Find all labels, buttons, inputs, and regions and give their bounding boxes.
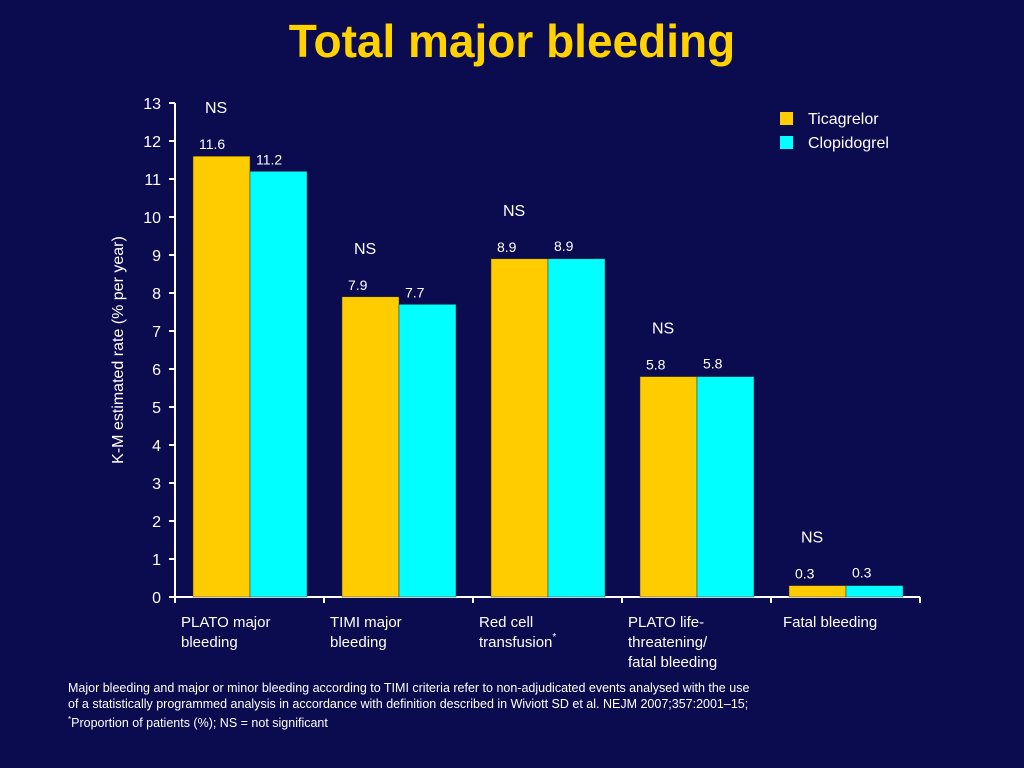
ns-label: NS (503, 203, 525, 220)
footnote-line-2: of a statistically programmed analysis i… (68, 697, 749, 711)
bar-clopidogrel-5 (845, 585, 904, 598)
footnote-line-1: Major bleeding and major or minor bleedi… (68, 681, 750, 695)
data-label: 11.6 (199, 136, 225, 152)
bar-ticagrelor-3 (490, 258, 549, 598)
category-label-superscript: * (552, 632, 556, 643)
bar-clopidogrel-3 (547, 258, 606, 598)
y-tick-label: 5 (152, 400, 161, 417)
y-tick-label: 6 (152, 362, 161, 379)
category-label-line: threatening/ (628, 634, 708, 651)
category-label: PLATO major bleeding (181, 614, 270, 651)
footnote-line-3-text: Proportion of patients (%); NS = not sig… (71, 716, 328, 731)
category-label-line: fatal bleeding (628, 654, 717, 671)
bar-ticagrelor-5 (788, 585, 847, 598)
category-label-line: bleeding (330, 634, 387, 651)
data-label: 7.9 (348, 277, 368, 293)
category-label-line: Fatal bleeding (783, 614, 877, 631)
chart-title: Total major bleeding (288, 15, 736, 67)
data-label: 8.9 (554, 238, 574, 254)
y-tick-label: 0 (152, 590, 161, 607)
y-tick-label: 1 (152, 552, 161, 569)
category-label-line: TIMI major (330, 614, 402, 631)
category-label: PLATO life-threatening/fatal bleeding (628, 614, 717, 671)
category-label-line: bleeding (181, 634, 238, 651)
legend-swatch-ticagrelor (780, 112, 793, 125)
bar-ticagrelor-1 (192, 155, 251, 598)
y-tick-label: 10 (143, 210, 161, 227)
y-axis-title: K-M estimated rate (% per year) (110, 236, 127, 464)
data-label: 5.8 (646, 357, 666, 373)
legend-label-clopidogrel: Clopidogrel (808, 135, 889, 152)
ns-label: NS (354, 241, 376, 258)
y-tick-label: 2 (152, 514, 161, 531)
category-label: TIMI major bleeding (330, 614, 402, 651)
data-label: 8.9 (497, 239, 517, 255)
category-label-line: PLATO major (181, 614, 270, 631)
y-tick-label: 3 (152, 476, 161, 493)
footnote: Major bleeding and major or minor bleedi… (68, 680, 858, 731)
category-label-line: PLATO life- (628, 614, 704, 631)
category-label-line: transfusion (479, 634, 552, 651)
category-label: Fatal bleeding (783, 614, 877, 631)
data-label: 7.7 (405, 284, 425, 300)
bar-ticagrelor-2 (341, 296, 400, 598)
bar-ticagrelor-4 (639, 376, 698, 598)
footnote-line-3: *Proportion of patients (%); NS = not si… (68, 712, 858, 731)
data-label: 5.8 (703, 356, 723, 372)
bar-clopidogrel-1 (249, 171, 308, 598)
legend-label-ticagrelor: Ticagrelor (808, 111, 879, 128)
data-label: 11.2 (256, 151, 282, 167)
data-label: 0.3 (852, 565, 872, 581)
y-tick-label: 13 (143, 96, 161, 113)
footnote-asterisk: * (68, 715, 72, 724)
y-tick-label: 12 (143, 134, 161, 151)
y-tick-label: 7 (152, 324, 161, 341)
ns-label: NS (801, 530, 823, 547)
bar-clopidogrel-4 (696, 376, 755, 598)
legend-swatch-clopidogrel (780, 136, 793, 149)
y-tick-label: 9 (152, 248, 161, 265)
data-label: 0.3 (795, 566, 815, 582)
ns-label: NS (205, 100, 227, 117)
ns-label: NS (652, 321, 674, 338)
bar-clopidogrel-2 (398, 304, 457, 598)
y-tick-label: 8 (152, 286, 161, 303)
y-tick-label: 11 (144, 172, 161, 189)
category-label-line: Red cell (479, 614, 533, 631)
y-tick-label: 4 (152, 438, 161, 455)
category-label: Red cell transfusion* (479, 614, 556, 651)
